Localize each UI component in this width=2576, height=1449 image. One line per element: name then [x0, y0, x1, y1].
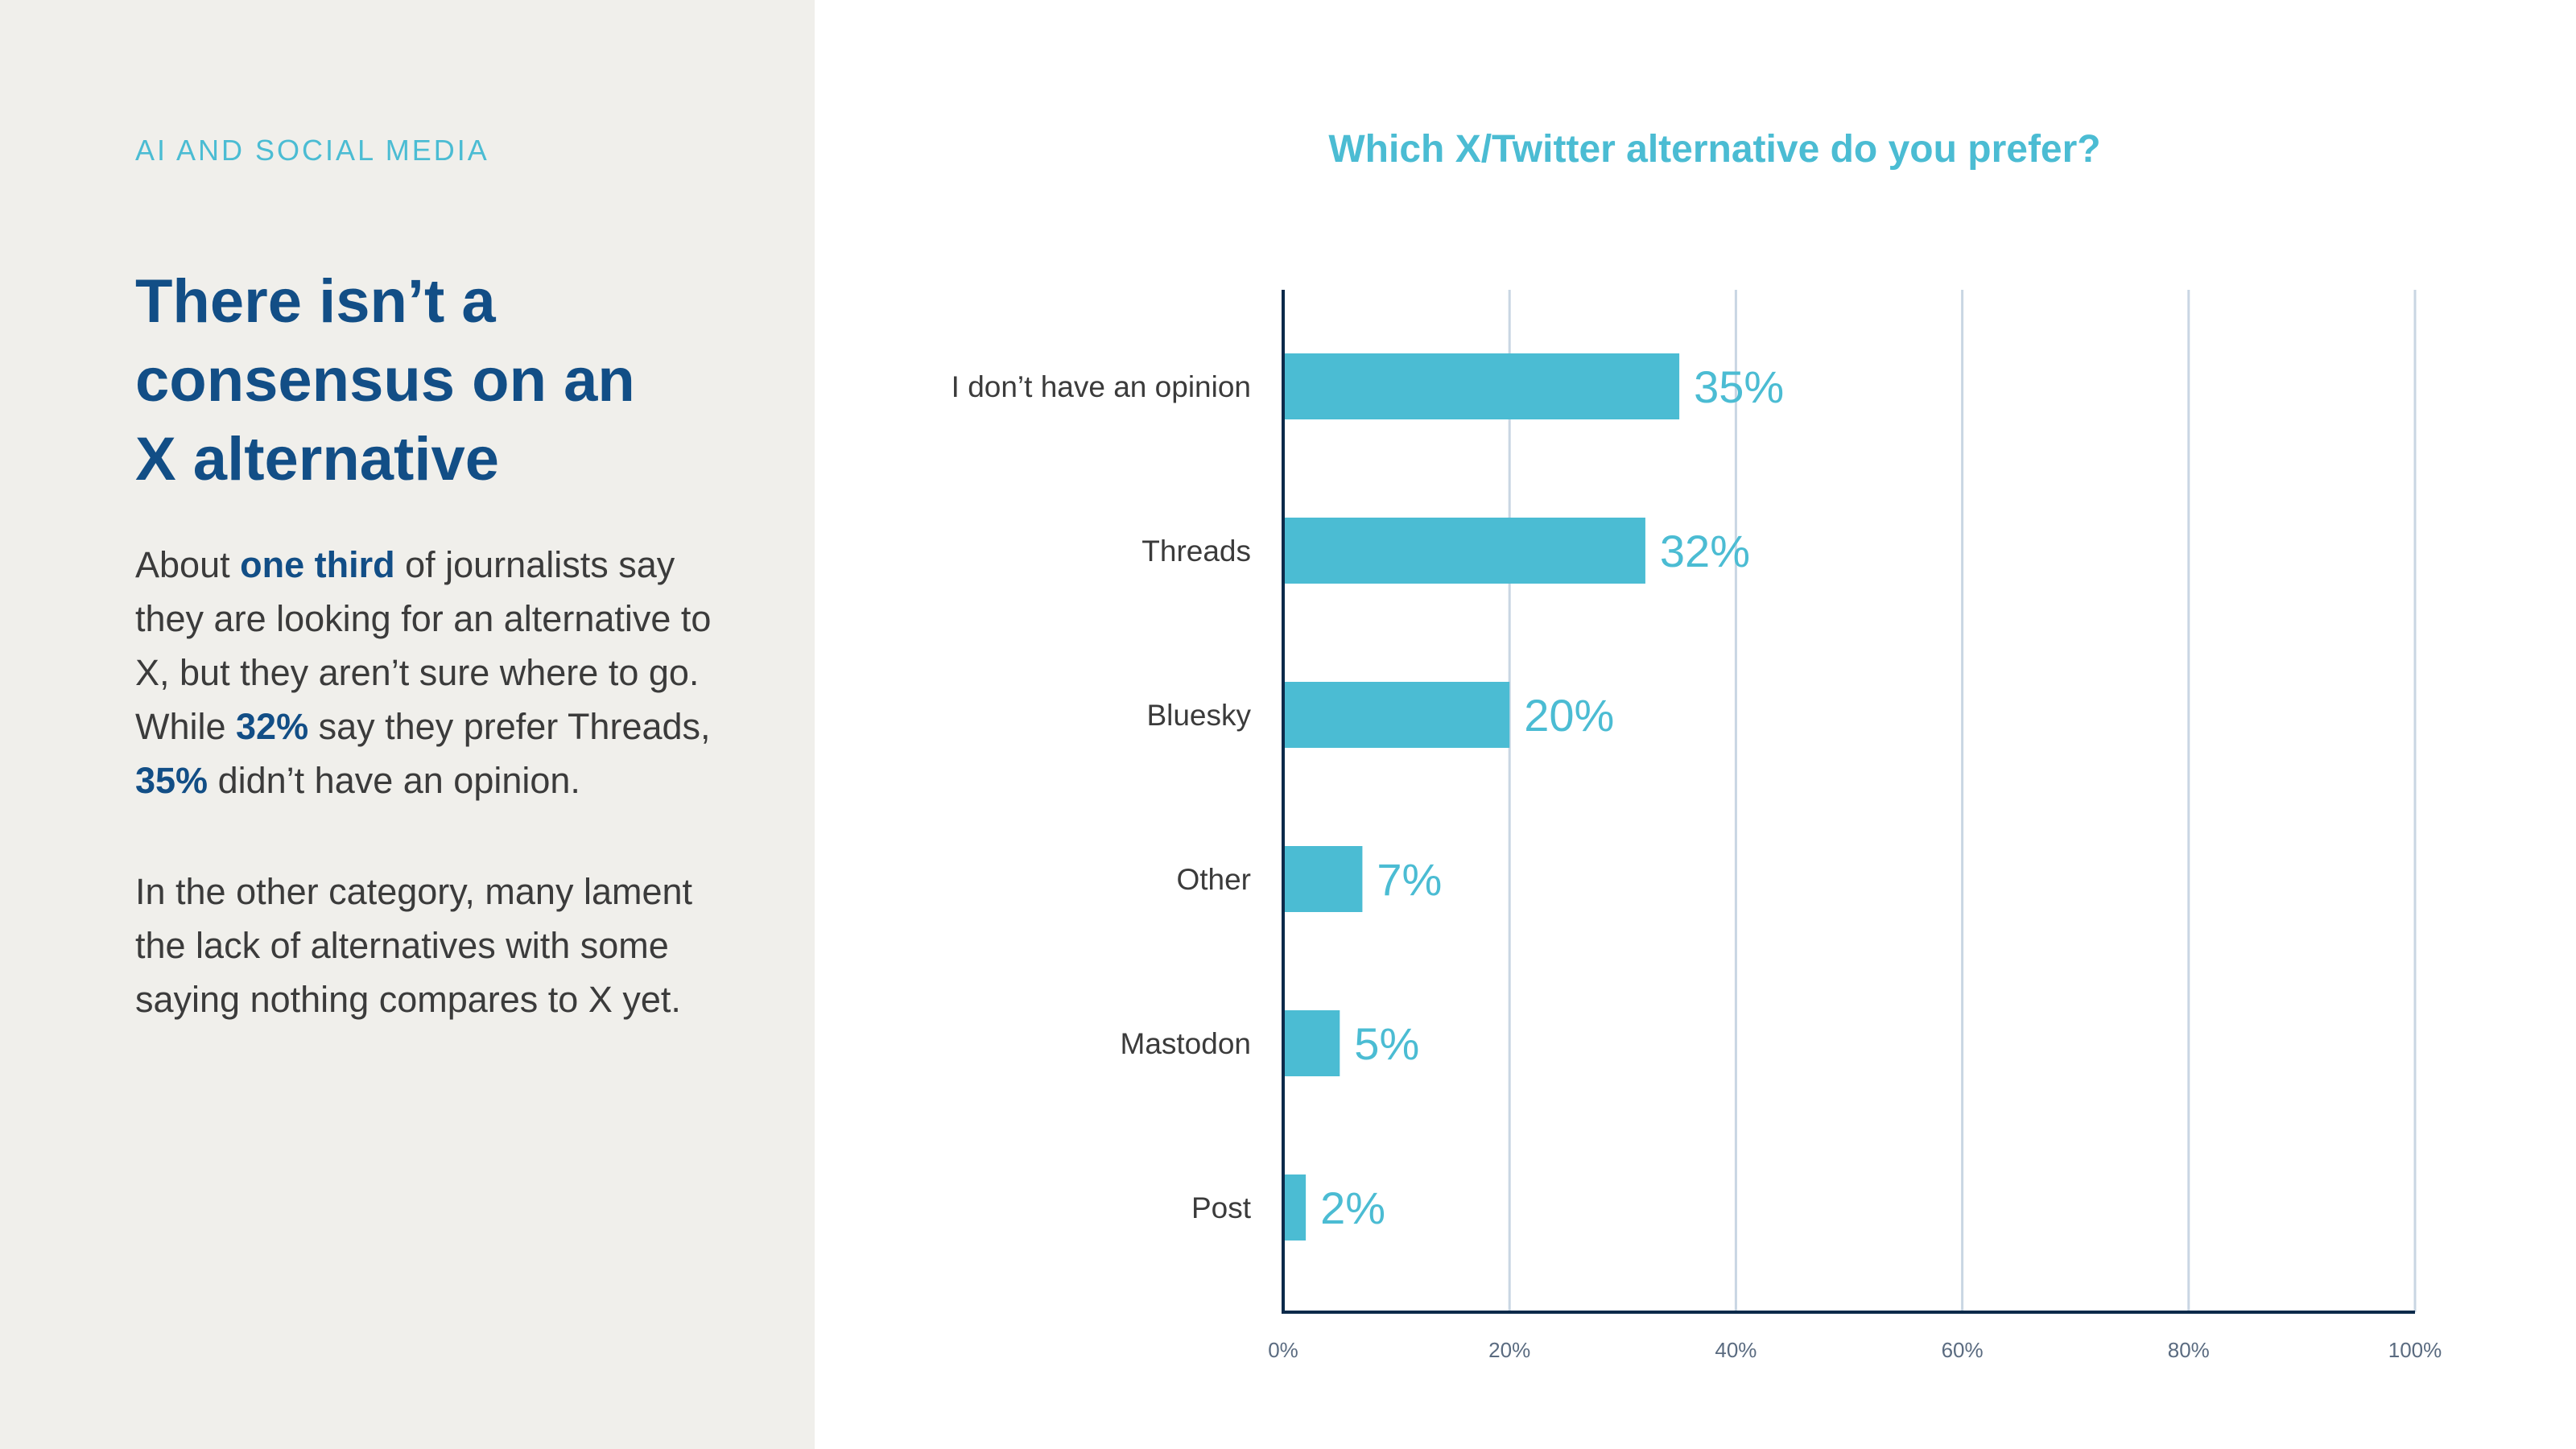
summary-highlight-32: 32%	[236, 706, 309, 747]
category-label-5: Post	[1191, 1191, 1252, 1224]
value-label-5: 2%	[1320, 1183, 1385, 1233]
summary-text-3: say they prefer Threads,	[308, 706, 711, 747]
bar-5	[1283, 1174, 1307, 1241]
headline: There isn’t a consensus on an X alternat…	[135, 262, 763, 499]
value-label-3: 7%	[1377, 854, 1442, 905]
value-label-1: 32%	[1660, 526, 1750, 576]
value-label-4: 5%	[1354, 1018, 1419, 1069]
x-tick-label-20: 20%	[1488, 1338, 1530, 1362]
headline-line-3: X alternative	[135, 425, 499, 493]
summary-highlight-one-third: one third	[240, 544, 395, 585]
category-label-3: Other	[1176, 863, 1251, 896]
summary-highlight-35: 35%	[135, 760, 208, 801]
bar-4	[1283, 1010, 1340, 1076]
x-tick-label-100: 100%	[2388, 1338, 2442, 1362]
summary-text-1: About	[135, 544, 241, 585]
other-category-paragraph: In the other category, many lament the l…	[135, 871, 693, 1020]
section-eyebrow: AI AND SOCIAL MEDIA	[135, 134, 489, 167]
value-label-2: 20%	[1524, 690, 1614, 741]
summary-paragraph: About one third of journalists say they …	[135, 538, 747, 807]
x-tick-label-80: 80%	[2168, 1338, 2210, 1362]
headline-line-1: There isn’t a	[135, 267, 496, 336]
x-tick-label-60: 60%	[1942, 1338, 1984, 1362]
chart-title: Which X/Twitter alternative do you prefe…	[1328, 128, 2101, 171]
category-label-4: Mastodon	[1121, 1027, 1252, 1060]
left-panel: AI AND SOCIAL MEDIA There isn’t a consen…	[0, 0, 815, 1449]
category-label-1: Threads	[1141, 535, 1251, 568]
bar-1	[1283, 518, 1645, 584]
bar-0	[1283, 353, 1680, 419]
headline-line-2: consensus on an	[135, 346, 635, 415]
category-label-2: Bluesky	[1146, 699, 1251, 732]
summary-text-4: didn’t have an opinion.	[208, 760, 580, 801]
x-tick-label-40: 40%	[1715, 1338, 1757, 1362]
bar-2	[1283, 682, 1510, 748]
summary-text-2: of journalists say they are looking for …	[135, 544, 712, 747]
category-label-0: I don’t have an opinion	[952, 370, 1251, 403]
bar-3	[1283, 846, 1363, 912]
value-label-0: 35%	[1694, 361, 1784, 412]
x-tick-label-0: 0%	[1268, 1338, 1298, 1362]
